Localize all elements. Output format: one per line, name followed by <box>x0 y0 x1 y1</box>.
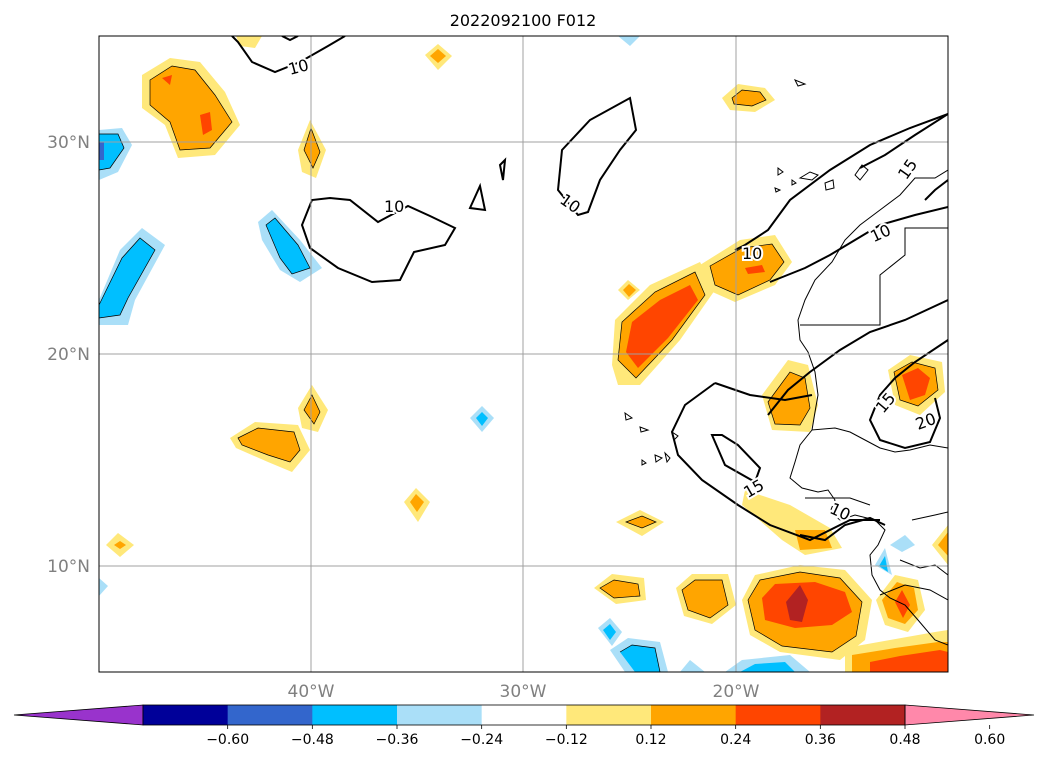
colorbar-swatch <box>735 705 821 725</box>
colorbar-tick-label: 0.24 <box>720 732 751 748</box>
colorbar-swatch <box>143 705 229 725</box>
anomaly-area <box>600 580 640 598</box>
colorbar-tick-label: −0.48 <box>291 732 334 748</box>
anomaly-area <box>430 49 446 63</box>
contour-lines <box>231 36 948 542</box>
colorbar-tick-label: 0.36 <box>805 732 836 748</box>
colorbar-frame <box>142 704 906 726</box>
lon-labels: 40°W 30°W 20°W <box>288 682 760 702</box>
colorbar-swatch <box>227 705 313 725</box>
anomaly-area <box>114 541 126 549</box>
colorbar-tick-label: 0.60 <box>974 732 1005 748</box>
colorbar-tick-label: 0.12 <box>635 732 666 748</box>
lon-label: 40°W <box>288 682 335 702</box>
anomaly-area <box>890 535 915 552</box>
anomaly-area <box>620 645 660 672</box>
colorbar: −0.60 −0.48 −0.36 −0.24 −0.12 0.12 0.24 0.36 0.4… <box>13 704 1035 748</box>
colorbar-tick-label: −0.24 <box>460 732 503 748</box>
lon-label: 30°W <box>500 682 547 702</box>
anomaly-area <box>266 218 310 274</box>
anomaly-area <box>99 134 124 170</box>
shading-outlines <box>99 65 939 672</box>
anomaly-area <box>740 662 795 672</box>
anomaly-area <box>626 285 698 368</box>
lat-label: 30°N <box>47 133 90 153</box>
colorbar-extend-high <box>904 704 1035 726</box>
anomaly-area <box>879 556 888 572</box>
gridlines <box>99 36 948 672</box>
anomaly-area <box>623 284 636 297</box>
colorbar-swatch <box>481 705 567 725</box>
map-content: 10 10 10 10 10 15 15 15 20 10 <box>99 36 948 672</box>
lat-label: 10°N <box>47 557 90 577</box>
anomaly-area <box>786 585 808 622</box>
anomaly-area <box>410 494 424 512</box>
anomaly-area <box>732 90 766 106</box>
contour-label: 10 <box>742 244 762 263</box>
colorbar-extend-low <box>13 704 144 726</box>
contour-label: 10 <box>384 197 404 216</box>
anomaly-area <box>99 142 104 160</box>
map-title: 2022092100 F012 <box>450 11 597 30</box>
anomaly-area <box>99 578 108 596</box>
shading-layer <box>99 36 948 672</box>
colorbar-tick-label: −0.60 <box>206 732 249 748</box>
anomaly-area <box>99 238 155 318</box>
lat-labels: 30°N 20°N 10°N <box>47 133 90 577</box>
anomaly-area <box>603 624 616 640</box>
anomaly-area <box>762 582 852 628</box>
anomaly-area <box>238 428 300 462</box>
colorbar-swatch <box>566 705 652 725</box>
lon-label: 20°W <box>713 682 760 702</box>
anomaly-area <box>870 650 948 672</box>
anomaly-area <box>476 412 488 426</box>
colorbar-tick-label: −0.12 <box>545 732 588 748</box>
colorbar-swatch <box>312 705 398 725</box>
anomaly-area <box>902 368 930 400</box>
colorbar-swatch <box>820 705 906 725</box>
anomaly-area <box>938 532 948 556</box>
anomaly-area <box>680 660 705 672</box>
anomaly-area <box>682 580 728 618</box>
plot-frame <box>98 35 949 673</box>
colorbar-swatch <box>397 705 483 725</box>
anomaly-area <box>162 75 212 135</box>
lat-label: 20°N <box>47 345 90 365</box>
anomaly-area <box>618 36 640 46</box>
colorbar-tick-label: −0.36 <box>376 732 419 748</box>
colorbar-tick-label: 0.48 <box>889 732 920 748</box>
anomaly-area <box>304 395 320 424</box>
colorbar-swatch <box>651 705 737 725</box>
anomaly-area <box>745 265 765 274</box>
anomaly-area <box>236 36 262 48</box>
